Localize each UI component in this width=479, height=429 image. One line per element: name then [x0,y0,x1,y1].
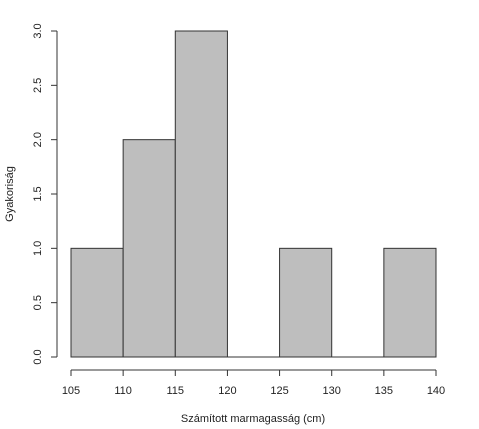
x-tick-label: 130 [323,385,341,397]
x-axis-title: Számított marmagasság (cm) [181,413,325,425]
x-tick-label: 135 [375,385,393,397]
y-tick-label: 1.5 [32,186,44,201]
y-tick-label: 3.0 [32,23,44,38]
y-tick-label: 0.0 [32,349,44,364]
x-tick-label: 115 [167,385,185,397]
x-tick-label: 110 [114,385,132,397]
y-tick-label: 2.0 [32,132,44,147]
y-tick-label: 2.5 [32,78,44,93]
histogram-bar-105-110 [70,247,124,358]
histogram-bar-135-140 [383,247,437,358]
y-tick-label: 1.0 [32,241,44,256]
histogram-bar-115-120 [174,30,228,358]
x-tick-label: 120 [218,385,236,397]
x-axis: 105 110 115 120 125 130 135 140 [62,369,445,397]
histogram-bar-110-115 [122,139,176,358]
y-axis: 0.0 0.5 1.0 1.5 2.0 2.5 3.0 [32,23,58,365]
y-tick-label: 0.5 [32,295,44,310]
bars-group [70,30,437,358]
histogram-bar-125-130 [279,247,333,358]
y-axis-title: Gyakoriság [4,166,16,222]
x-tick-label: 140 [427,385,445,397]
x-tick-label: 125 [270,385,288,397]
x-tick-label: 105 [62,385,80,397]
